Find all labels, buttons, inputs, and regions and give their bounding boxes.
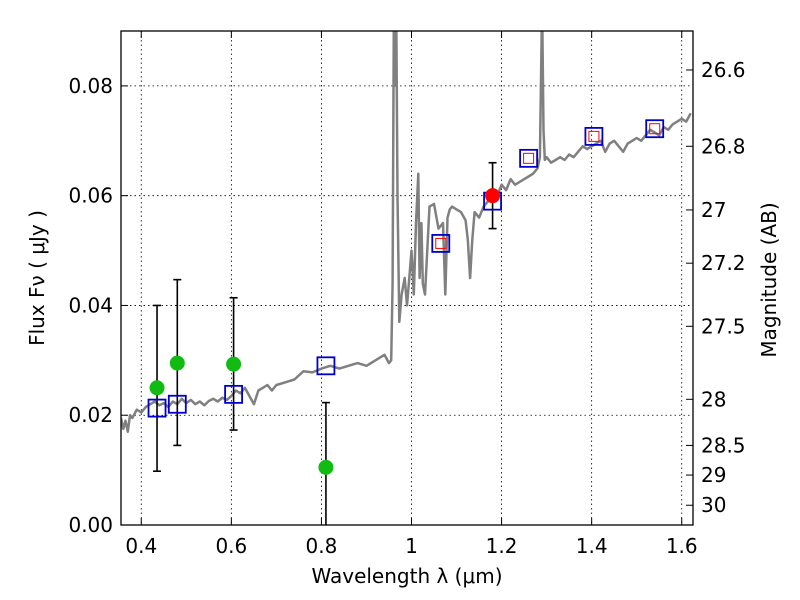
y-axis-label: Flux Fν ( μJy ) <box>25 210 49 346</box>
y-tick-label: 0.00 <box>68 513 113 537</box>
y-tick-label: 0.04 <box>68 293 113 317</box>
observed-point <box>226 356 242 372</box>
model-photometry-square <box>316 356 336 376</box>
y2-tick-label: 26.6 <box>701 58 746 82</box>
x-tick-label: 1.6 <box>666 534 698 558</box>
model-photometry-square <box>645 119 665 139</box>
x-tick-label: 1.4 <box>576 534 608 558</box>
marker-layer <box>147 119 665 475</box>
observed-detection-point <box>485 188 501 204</box>
observed-point <box>169 355 185 371</box>
model-photometry-square <box>147 398 167 418</box>
y-tick-label: 0.06 <box>68 184 113 208</box>
model-photometry-square <box>167 394 187 414</box>
y2-axis-label: Magnitude (AB) <box>757 202 781 357</box>
model-photometry-square <box>519 148 539 168</box>
y2-tick-label: 27.2 <box>701 251 746 275</box>
x-axis-label: Wavelength λ (μm) <box>311 564 502 588</box>
y-tick-label: 0.02 <box>68 403 113 427</box>
observed-point <box>318 459 334 475</box>
observed-detection-marker <box>435 237 447 249</box>
spectrum-layer <box>121 31 692 433</box>
plot-frame <box>120 30 694 526</box>
x-tick-label: 0.8 <box>306 534 338 558</box>
y2-tick-label: 27 <box>701 198 726 222</box>
model-photometry-square <box>224 384 243 404</box>
spectrum-line <box>121 31 692 433</box>
y2-tick-label: 27.5 <box>701 314 746 338</box>
x-tick-label: 1.2 <box>486 534 518 558</box>
model-photometry-square <box>431 234 451 253</box>
y2-tick-label: 30 <box>701 493 726 517</box>
observed-detection-marker <box>588 130 600 142</box>
y2-tick-label: 28.5 <box>701 433 746 457</box>
axis-layer: 0.4 0.6 0.8 1 1.2 1.4 1.6 0.00 0.02 0.04 0.06 0.08 2… <box>68 31 746 558</box>
x-tick-label: 0.4 <box>125 534 157 558</box>
y2-tick-label: 28 <box>701 387 726 411</box>
observed-detection-marker <box>523 152 535 164</box>
y2-tick-label: 26.8 <box>701 134 746 158</box>
y2-tick-label: 29 <box>701 463 726 487</box>
grid-layer <box>121 31 693 526</box>
y-tick-label: 0.08 <box>68 74 113 98</box>
x-tick-label: 1 <box>405 534 418 558</box>
observed-point <box>149 380 165 396</box>
model-photometry-square <box>584 126 604 146</box>
x-tick-label: 0.6 <box>215 534 247 558</box>
observed-detection-marker <box>649 123 661 135</box>
